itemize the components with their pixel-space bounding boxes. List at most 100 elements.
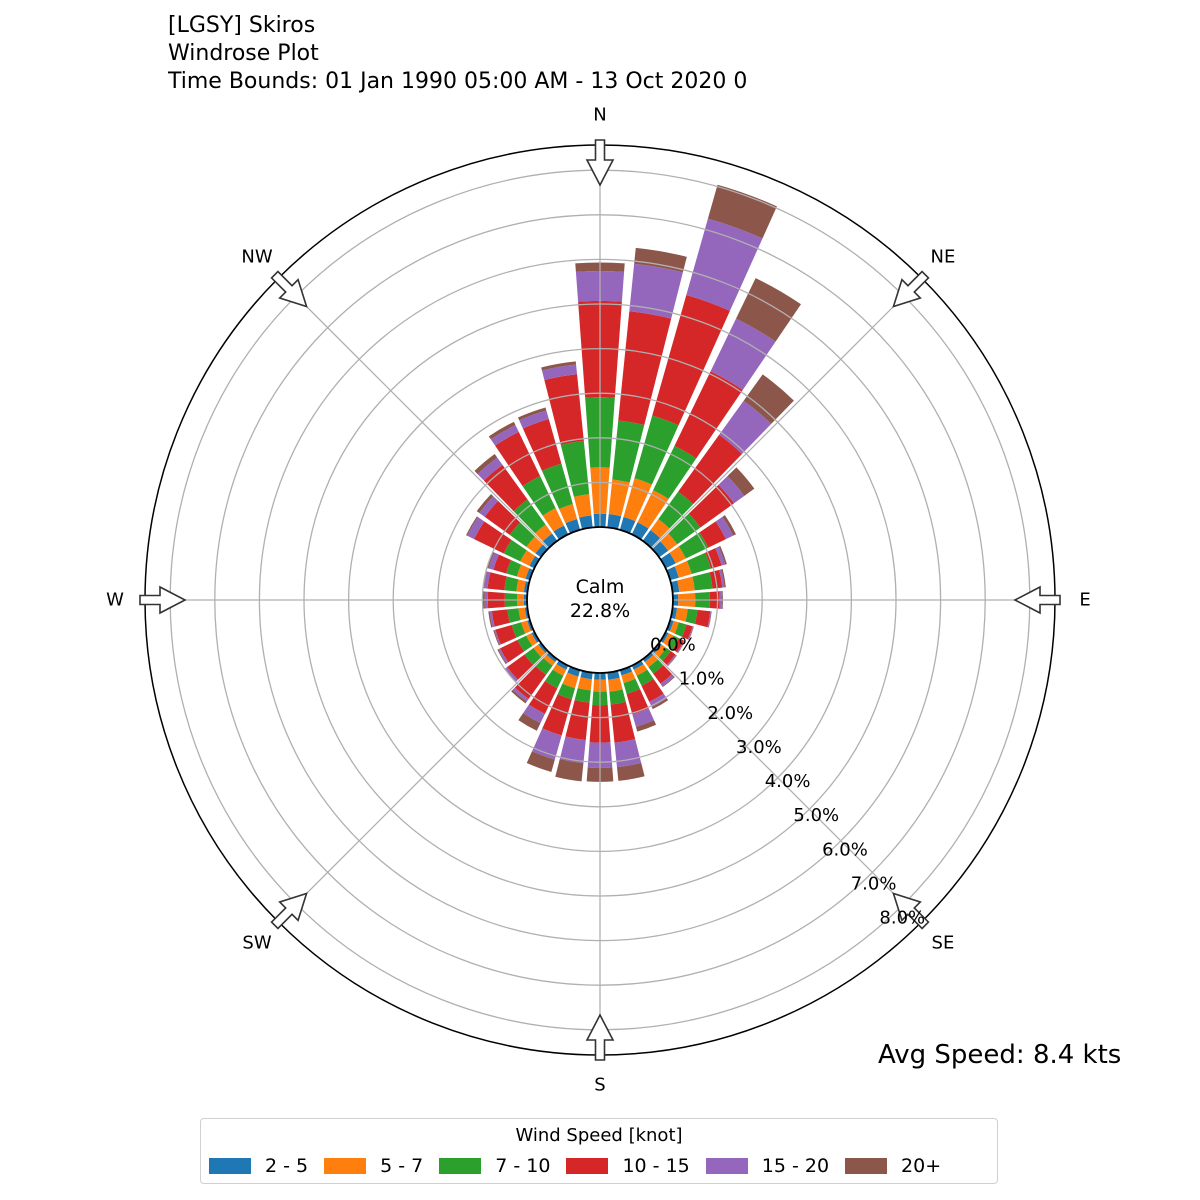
calm-label: Calm: [576, 576, 625, 598]
bar-segment-110deg-1: [669, 620, 679, 634]
bar-segment-230deg-2: [524, 647, 542, 665]
bar-segment-250deg-2: [511, 622, 526, 638]
bar-segment-290deg-0: [525, 568, 534, 581]
legend-swatch: [209, 1158, 251, 1174]
radial-tick-label: 2.0%: [707, 703, 753, 724]
bar-segment-150deg-2: [636, 669, 654, 686]
bar-segment-170deg-1: [608, 677, 623, 692]
bar-segment-280deg-1: [516, 579, 526, 593]
bar-segment-200deg-1: [562, 672, 579, 689]
bar-segment-30deg-2: [653, 445, 697, 500]
bar-segment-50deg-2: [668, 513, 701, 545]
legend-label: 15 - 20: [761, 1155, 830, 1177]
direction-label-S: S: [594, 1075, 605, 1096]
bar-segment-170deg-3: [610, 701, 636, 743]
direction-label-W: W: [106, 590, 124, 611]
bar-segment-280deg-4: [483, 571, 491, 589]
bar-segment-120deg-2: [667, 635, 679, 650]
bar-segment-10deg-3: [618, 311, 672, 426]
bar-segment-130deg-0: [652, 642, 662, 654]
bar-segment-330deg-5: [488, 421, 516, 440]
labels-layer: N NE E SE S SW W NW 0.0% 1.0% 2.0% 3.0% 4.0% 5.0% 6.0%…: [106, 105, 1091, 1096]
plot-name: Windrose Plot: [168, 41, 319, 66]
bar-segment-350deg-2: [560, 440, 590, 497]
bar-segment-320deg-1: [535, 524, 553, 542]
bar-segment-30deg-3: [674, 371, 743, 459]
bar-segment-170deg-5: [616, 762, 645, 781]
legend-label: 7 - 10: [495, 1155, 551, 1177]
legend-swatch: [324, 1158, 367, 1174]
bar-segment-240deg-3: [500, 639, 525, 663]
bar-segment-310deg-0: [535, 544, 548, 558]
legend-title: Wind Speed [knot]: [515, 1125, 683, 1146]
bar-segment-30deg-5: [736, 278, 801, 342]
grid-spoke: [651, 651, 923, 923]
radial-tick-label: 6.0%: [822, 839, 868, 860]
bar-segment-240deg-4: [498, 648, 509, 664]
bar-segment-330deg-4: [490, 425, 519, 446]
bar-segment-20deg-0: [619, 516, 636, 534]
bar-segment-250deg-5: [493, 629, 500, 646]
bar-segment-300deg-5: [466, 516, 479, 536]
bar-segment-70deg-3: [705, 548, 722, 569]
bar-segment-340deg-3: [522, 419, 562, 471]
bar-segment-150deg-3: [641, 678, 664, 702]
legend-swatch: [705, 1158, 748, 1174]
bar-segment-190deg-4: [559, 736, 586, 764]
bar-segment-210deg-4: [523, 704, 545, 724]
bar-segment-160deg-0: [619, 666, 633, 676]
legend-label: 5 - 7: [380, 1155, 424, 1177]
bar-segment-290deg-1: [516, 564, 530, 579]
bar-segment-20deg-5: [707, 184, 777, 239]
radial-tick-label: 8.0%: [879, 908, 925, 929]
bar-segment-80deg-5: [721, 568, 726, 588]
radial-tick-label: 0.0%: [650, 634, 696, 655]
legend-swatch: [566, 1158, 609, 1174]
bar-segment-10deg-0: [607, 514, 622, 530]
bar-segment-340deg-2: [541, 463, 573, 510]
bar-segment-320deg-4: [477, 457, 503, 481]
bar-segment-320deg-2: [513, 499, 546, 534]
bar-segment-350deg-3: [544, 374, 584, 445]
bar-segment-110deg-2: [674, 622, 687, 637]
bar-segment-340deg-0: [565, 519, 581, 534]
bar-segment-190deg-5: [555, 758, 584, 782]
bar-segment-140deg-4: [660, 674, 675, 687]
bar-segment-350deg-0: [579, 515, 593, 530]
bar-segment-50deg-4: [718, 476, 745, 504]
bar-segment-120deg-0: [660, 631, 669, 643]
bar-segment-350deg-4: [541, 364, 578, 381]
bar-segment-120deg-4: [676, 640, 685, 653]
bar-segment-340deg-5: [517, 407, 547, 421]
direction-label-E: E: [1079, 590, 1090, 611]
bar-segment-190deg-1: [577, 677, 592, 691]
bar-segment-20deg-3: [652, 295, 730, 426]
bar-segment-260deg-4: [489, 610, 495, 628]
grid-spoke: [277, 651, 549, 923]
bar-segment-70deg-5: [718, 545, 727, 565]
bar-segment-300deg-3: [474, 521, 512, 554]
radial-tick-label: 3.0%: [736, 737, 782, 758]
arrow-icon-SE: [892, 892, 930, 930]
bar-segment-100deg-5: [708, 611, 712, 628]
bar-segment-40deg-3: [678, 434, 742, 505]
bar-segment-210deg-5: [518, 713, 541, 731]
bar-segment-260deg-3: [491, 609, 510, 627]
bar-segment-340deg-4: [519, 410, 549, 429]
bar-segment-210deg-2: [544, 669, 564, 689]
bar-segment-50deg-3: [688, 484, 735, 528]
chart-title: [LGSY] Skiros Windrose Plot Time Bounds:…: [168, 12, 816, 96]
bar-segment-220deg-0: [546, 652, 558, 663]
bar-segment-150deg-0: [631, 660, 644, 670]
bar-segment-200deg-0: [567, 666, 581, 677]
bar-segment-140deg-0: [642, 652, 654, 663]
bar-segment-10deg-5: [634, 247, 687, 273]
bar-segment-60deg-3: [699, 521, 726, 548]
bar-segment-20deg-4: [686, 218, 763, 311]
bar-segment-130deg-4: [666, 654, 677, 666]
bar-segment-260deg-1: [518, 607, 527, 621]
bar-segment-60deg-4: [715, 516, 734, 540]
arrow-icon-W: [139, 585, 187, 615]
bar-segment-310deg-1: [526, 536, 543, 554]
